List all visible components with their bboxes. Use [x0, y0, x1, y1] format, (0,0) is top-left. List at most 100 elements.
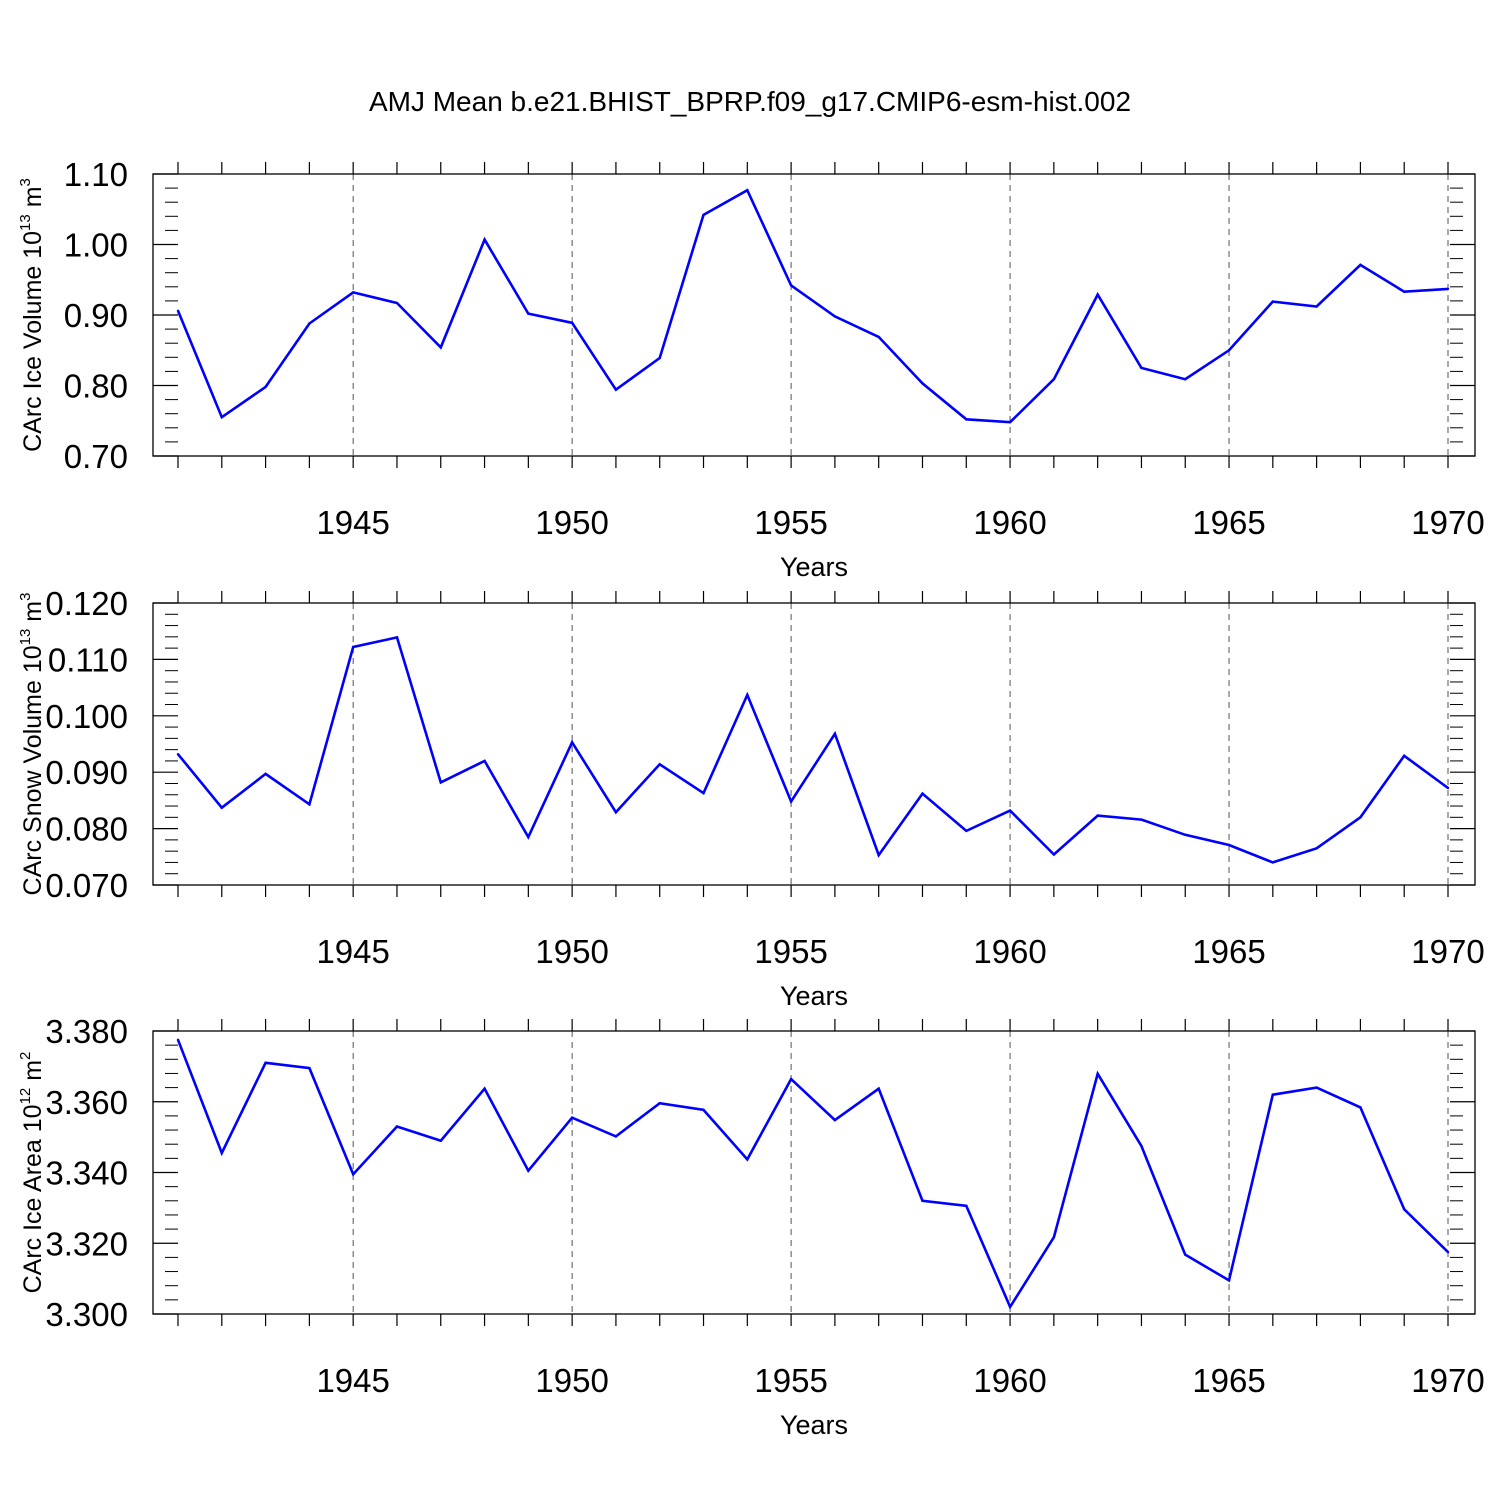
x-axis-label: Years [780, 1410, 848, 1440]
data-point [789, 1077, 793, 1081]
data-point [746, 1158, 749, 1161]
y-tick-label: 0.080 [45, 811, 128, 848]
panel-1: 0.70 0.80 0.90 1.00 1.10 1945 1950 1955 1960 1965… [17, 156, 1485, 582]
y-axis-label-part: 12 [17, 1088, 34, 1105]
data-point [1227, 349, 1231, 352]
data-point [1359, 1106, 1362, 1109]
plot-frame [152, 602, 1476, 886]
data-point [746, 189, 749, 192]
data-point [1359, 816, 1362, 819]
data-point [308, 322, 311, 325]
data-point [1096, 814, 1099, 817]
data-point [1140, 818, 1143, 821]
x-tick-label: 1970 [1411, 933, 1484, 970]
x-tick-label: 1960 [973, 933, 1046, 970]
data-point [395, 636, 399, 639]
data-point [833, 1118, 837, 1122]
data-point [483, 1087, 486, 1090]
y-tick-label: 0.70 [64, 438, 128, 475]
x-tick-label: 1945 [316, 504, 389, 541]
y-tick-label: 1.00 [64, 227, 128, 264]
data-point [1096, 293, 1099, 296]
x-tick-label: 1960 [973, 1362, 1046, 1399]
x-tick-label: 1955 [754, 1362, 827, 1399]
data-point [877, 1087, 880, 1090]
y-axis-label-part: 3 [17, 178, 34, 186]
data-point [483, 238, 486, 241]
data-point [1184, 1253, 1187, 1256]
data-point [527, 835, 530, 839]
data-point [1271, 1093, 1275, 1096]
data-point [220, 806, 223, 809]
data-point [789, 800, 793, 803]
data-point [176, 752, 180, 756]
y-axis-label: CArc Ice Area 1012 m2 [17, 1052, 47, 1294]
data-point [965, 1204, 968, 1207]
panel-3: 3.300 3.320 3.340 3.360 3.380 1945 1950 1955 196… [17, 1013, 1485, 1440]
data-point [1052, 853, 1056, 856]
x-tick-label: 1965 [1192, 1362, 1265, 1399]
data-point [658, 1101, 661, 1105]
data-point [789, 284, 793, 287]
y-tick-label: 3.380 [45, 1013, 128, 1050]
x-tick-label: 1970 [1411, 504, 1484, 541]
data-point [1271, 300, 1275, 303]
data-point [570, 321, 574, 324]
data-point [965, 829, 968, 833]
data-point [921, 1199, 924, 1203]
x-tick-label: 1945 [316, 933, 389, 970]
data-point [702, 1108, 705, 1112]
data-point [1052, 1236, 1056, 1239]
x-tick-label: 1945 [316, 1362, 389, 1399]
data-point [658, 763, 661, 766]
data-point [264, 1061, 267, 1065]
series-line [176, 635, 1449, 864]
y-axis-label-part: CArc Snow Volume 10 [19, 645, 47, 895]
data-point [877, 853, 880, 857]
data-point [833, 732, 837, 736]
y-tick-label: 0.070 [45, 867, 128, 904]
data-point [1446, 1250, 1450, 1254]
data-point [439, 781, 442, 784]
data-point [220, 1151, 223, 1155]
y-tick-label: 3.300 [45, 1296, 128, 1333]
data-point [1227, 843, 1231, 847]
data-point [308, 1066, 311, 1070]
y-axis-label: CArc Snow Volume 1013 m3 [17, 593, 47, 896]
data-point [439, 346, 442, 349]
data-point [833, 315, 837, 318]
data-point [1403, 754, 1406, 758]
data-point [483, 759, 486, 763]
data-point [1008, 809, 1012, 812]
data-point [264, 772, 267, 776]
y-tick-label: 0.120 [45, 585, 128, 622]
x-axis-label: Years [780, 552, 848, 582]
data-point [1271, 861, 1275, 864]
y-axis-label-part: m [19, 186, 47, 214]
data-point [1184, 833, 1187, 837]
series-line [176, 1039, 1449, 1310]
x-tick-label: 1970 [1411, 1362, 1484, 1399]
y-tick-label: 0.110 [48, 641, 128, 678]
data-point [1446, 786, 1450, 790]
y-axis-label-part: 2 [17, 1052, 34, 1060]
data-point [746, 693, 749, 697]
x-tick-label: 1950 [535, 504, 608, 541]
data-point [1359, 263, 1362, 267]
y-tick-label: 0.90 [64, 297, 128, 334]
data-point [1184, 377, 1187, 381]
data-point [1403, 1208, 1406, 1211]
y-axis-label: CArc Ice Volume 1013 m3 [17, 178, 47, 452]
x-axis-label: Years [780, 981, 848, 1011]
data-point [965, 418, 968, 421]
series-line [176, 188, 1449, 424]
data-point [1140, 1144, 1143, 1148]
x-tick-label: 1965 [1192, 504, 1265, 541]
data-point [395, 301, 399, 305]
data-point [1140, 366, 1143, 370]
y-tick-label: 0.090 [45, 754, 128, 791]
data-point [308, 803, 311, 806]
data-point [658, 356, 661, 360]
data-point [220, 416, 223, 419]
